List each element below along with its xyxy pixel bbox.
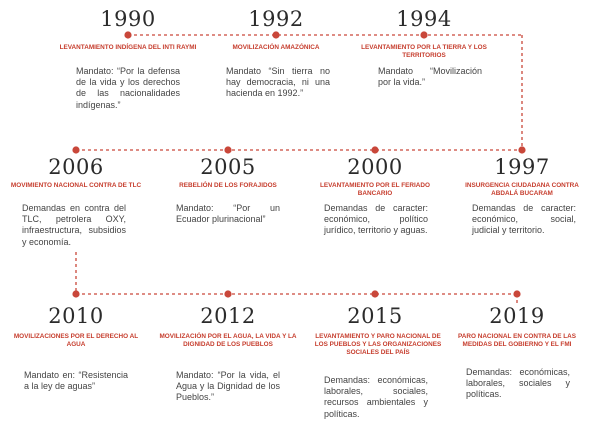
event-title-1992: MOVILIZACIÓN AMAZÓNICA — [232, 44, 320, 51]
event-title-2006: MOVIMIENTO NACIONAL CONTRA DE TLC — [10, 182, 142, 189]
event-text-1994: Mandato “Movilización por la vida.” — [378, 66, 482, 88]
year-label-1997: 1997 — [494, 155, 550, 179]
timeline-dot-2019 — [513, 290, 521, 298]
event-title-2015: LEVANTAMIENTO Y PARO NACIONAL DE LOS PUE… — [314, 333, 442, 356]
event-title-2005: REBELIÓN DE LOS FORAJIDOS — [179, 182, 277, 189]
timeline-dot-1997 — [518, 146, 526, 154]
event-text-2000: Demandas de caracter: económico, polític… — [324, 203, 428, 236]
event-text-1990: Mandato: “Por la defensa de la vida y lo… — [76, 66, 180, 110]
event-text-2015: Demandas: económicas, laborales, sociale… — [324, 375, 428, 419]
year-label-1990: 1990 — [100, 7, 156, 31]
timeline-dot-2000 — [371, 146, 379, 154]
event-title-1990: LEVANTAMIENTO INDÍGENA DEL INTI RAYMI — [59, 44, 197, 51]
event-title-1994: LEVANTAMIENTO POR LA TIERRA Y LOS TERRIT… — [361, 44, 487, 59]
event-text-2005: Mandato: “Por un Ecuador plurinacional” — [176, 203, 280, 225]
event-text-1992: Mandato “Sin tierra no hay democracia, n… — [226, 66, 330, 99]
year-label-2000: 2000 — [347, 155, 403, 179]
timeline-dot-1994 — [420, 31, 428, 39]
timeline-dot-2012 — [224, 290, 232, 298]
event-title-2000: LEVANTAMIENTO POR EL FERIADO BANCARIO — [320, 182, 430, 197]
event-text-2012: Mandato: “Por la vida, el Agua y la Dign… — [176, 370, 280, 403]
event-title-1997: INSURGENCIA CIUDADANA CONTRA ABDALÁ BUCA… — [465, 182, 579, 197]
timeline-dot-2015 — [371, 290, 379, 298]
event-text-2006: Demandas en contra del TLC, petrolera OX… — [22, 203, 126, 247]
year-label-2006: 2006 — [48, 155, 104, 179]
year-label-2012: 2012 — [200, 304, 256, 328]
event-title-2019: PARO NACIONAL EN CONTRA DE LAS MEDIDAS D… — [457, 333, 577, 348]
timeline-dot-1992 — [272, 31, 280, 39]
event-text-1997: Demandas de caracter: económico, social,… — [472, 203, 576, 236]
timeline-dot-2010 — [72, 290, 80, 298]
year-label-2005: 2005 — [200, 155, 256, 179]
event-title-2012: MOVILIZACIÓN POR EL AGUA, LA VIDA Y LA D… — [159, 333, 297, 348]
year-label-1994: 1994 — [396, 7, 452, 31]
timeline-dot-2005 — [224, 146, 232, 154]
timeline-dot-2006 — [72, 146, 80, 154]
year-label-2015: 2015 — [347, 304, 403, 328]
event-text-2010: Mandato en: “Resistencia a la ley de agu… — [24, 370, 128, 392]
year-label-1992: 1992 — [248, 7, 304, 31]
event-title-2010: MOVILIZACIONES POR EL DERECHO AL AGUA — [13, 333, 139, 348]
event-text-2019: Demandas: económicas, laborales, sociale… — [466, 367, 570, 400]
year-label-2010: 2010 — [48, 304, 104, 328]
timeline-dot-1990 — [124, 31, 132, 39]
year-label-2019: 2019 — [489, 304, 545, 328]
